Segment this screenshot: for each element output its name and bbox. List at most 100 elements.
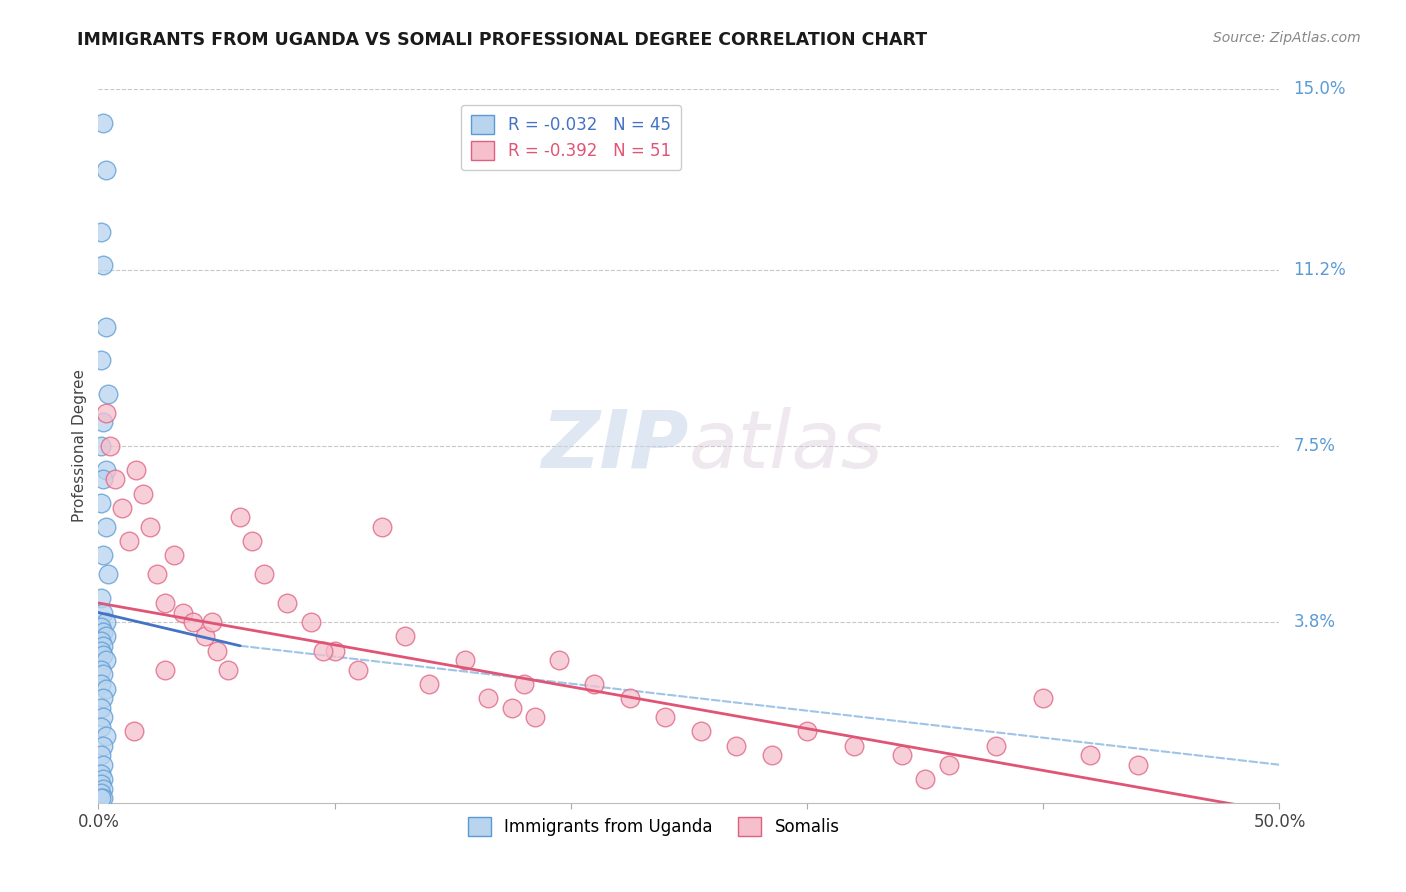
- Point: [501, 700, 523, 714]
- Point: [90, 786, 112, 800]
- Point: [111, 500, 134, 515]
- Point: [796, 724, 818, 739]
- Point: [118, 534, 141, 549]
- Point: [90, 677, 112, 691]
- Point: [890, 748, 912, 763]
- Y-axis label: Professional Degree: Professional Degree: [72, 369, 87, 523]
- Point: [97, 567, 120, 582]
- Point: [371, 520, 394, 534]
- Point: [312, 643, 335, 657]
- Point: [323, 643, 346, 657]
- Text: IMMIGRANTS FROM UGANDA VS SOMALI PROFESSIONAL DEGREE CORRELATION CHART: IMMIGRANTS FROM UGANDA VS SOMALI PROFESS…: [77, 31, 928, 49]
- Point: [844, 739, 866, 753]
- Point: [91, 667, 114, 681]
- Point: [90, 634, 112, 648]
- Point: [90, 643, 112, 657]
- Point: [725, 739, 748, 753]
- Point: [172, 606, 194, 620]
- Point: [94, 406, 117, 420]
- Point: [689, 724, 711, 739]
- Point: [90, 353, 112, 368]
- Point: [90, 663, 112, 677]
- Text: Source: ZipAtlas.com: Source: ZipAtlas.com: [1213, 31, 1361, 45]
- Text: 3.8%: 3.8%: [1294, 613, 1336, 631]
- Point: [91, 606, 114, 620]
- Point: [90, 777, 112, 791]
- Point: [91, 415, 114, 429]
- Text: 7.5%: 7.5%: [1294, 437, 1336, 455]
- Point: [229, 510, 252, 524]
- Point: [90, 591, 112, 606]
- Point: [98, 439, 121, 453]
- Point: [104, 472, 127, 486]
- Point: [91, 115, 114, 129]
- Text: ZIP: ZIP: [541, 407, 689, 485]
- Point: [984, 739, 1007, 753]
- Point: [94, 320, 117, 334]
- Point: [94, 163, 117, 178]
- Point: [453, 653, 475, 667]
- Point: [194, 629, 217, 643]
- Point: [90, 791, 112, 805]
- Point: [418, 677, 440, 691]
- Point: [90, 720, 112, 734]
- Point: [91, 739, 114, 753]
- Point: [181, 615, 204, 629]
- Point: [91, 472, 114, 486]
- Point: [91, 791, 114, 805]
- Point: [347, 663, 370, 677]
- Point: [90, 225, 112, 239]
- Point: [91, 781, 114, 796]
- Point: [938, 757, 960, 772]
- Point: [94, 653, 117, 667]
- Point: [1080, 748, 1102, 763]
- Point: [91, 648, 114, 663]
- Point: [91, 624, 114, 639]
- Point: [1032, 691, 1054, 706]
- Point: [477, 691, 499, 706]
- Point: [91, 691, 114, 706]
- Point: [139, 520, 162, 534]
- Point: [90, 439, 112, 453]
- Point: [91, 757, 114, 772]
- Point: [654, 710, 676, 724]
- Point: [619, 691, 641, 706]
- Point: [163, 549, 186, 563]
- Point: [90, 700, 112, 714]
- Point: [761, 748, 783, 763]
- Point: [394, 629, 416, 643]
- Point: [201, 615, 224, 629]
- Point: [240, 534, 263, 549]
- Point: [94, 615, 117, 629]
- Point: [524, 710, 547, 724]
- Point: [914, 772, 936, 786]
- Point: [90, 496, 112, 510]
- Point: [97, 386, 120, 401]
- Point: [91, 258, 114, 272]
- Point: [91, 710, 114, 724]
- Point: [90, 748, 112, 763]
- Point: [90, 767, 112, 781]
- Point: [299, 615, 322, 629]
- Point: [253, 567, 276, 582]
- Point: [90, 620, 112, 634]
- Point: [91, 772, 114, 786]
- Point: [94, 463, 117, 477]
- Point: [217, 663, 239, 677]
- Point: [91, 639, 114, 653]
- Point: [94, 729, 117, 743]
- Point: [146, 567, 169, 582]
- Point: [132, 486, 155, 500]
- Point: [1126, 757, 1149, 772]
- Point: [205, 643, 228, 657]
- Text: 15.0%: 15.0%: [1294, 80, 1346, 98]
- Point: [125, 463, 148, 477]
- Legend: Immigrants from Uganda, Somalis: Immigrants from Uganda, Somalis: [460, 808, 848, 845]
- Point: [122, 724, 145, 739]
- Point: [548, 653, 571, 667]
- Point: [153, 596, 176, 610]
- Point: [583, 677, 606, 691]
- Point: [94, 681, 117, 696]
- Point: [91, 549, 114, 563]
- Point: [276, 596, 298, 610]
